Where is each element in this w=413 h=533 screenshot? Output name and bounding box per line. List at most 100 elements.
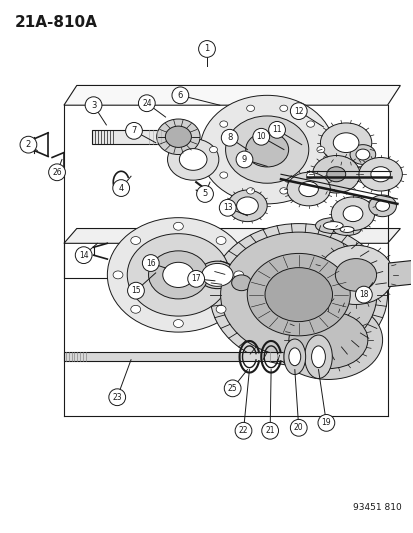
Circle shape xyxy=(317,415,334,431)
Ellipse shape xyxy=(216,237,225,245)
Circle shape xyxy=(198,41,215,58)
Ellipse shape xyxy=(173,222,183,230)
Circle shape xyxy=(235,422,251,439)
Ellipse shape xyxy=(179,149,206,171)
Ellipse shape xyxy=(318,245,392,304)
Ellipse shape xyxy=(326,167,345,182)
Ellipse shape xyxy=(246,188,254,194)
Ellipse shape xyxy=(236,197,258,215)
Ellipse shape xyxy=(288,348,300,366)
Ellipse shape xyxy=(375,200,389,211)
Text: 18: 18 xyxy=(358,290,368,299)
Ellipse shape xyxy=(279,188,287,194)
Ellipse shape xyxy=(131,237,140,245)
Circle shape xyxy=(221,130,237,146)
Ellipse shape xyxy=(231,275,251,290)
Circle shape xyxy=(290,419,306,436)
Ellipse shape xyxy=(298,182,318,197)
Ellipse shape xyxy=(167,139,218,180)
Circle shape xyxy=(171,87,188,104)
Circle shape xyxy=(219,199,235,216)
Circle shape xyxy=(112,180,129,197)
Circle shape xyxy=(188,270,204,287)
Text: 26: 26 xyxy=(52,168,62,177)
Text: 21: 21 xyxy=(265,426,274,435)
Text: 11: 11 xyxy=(272,125,281,134)
Circle shape xyxy=(138,95,155,111)
Circle shape xyxy=(109,389,125,406)
Text: 5: 5 xyxy=(202,190,207,198)
Ellipse shape xyxy=(219,172,227,178)
Ellipse shape xyxy=(358,157,401,191)
Text: 10: 10 xyxy=(256,132,266,141)
Text: 25: 25 xyxy=(227,384,237,393)
Ellipse shape xyxy=(273,301,382,379)
Ellipse shape xyxy=(264,268,332,321)
Ellipse shape xyxy=(312,156,359,193)
Circle shape xyxy=(290,103,306,119)
Circle shape xyxy=(49,164,65,181)
Text: 22: 22 xyxy=(238,426,248,435)
Ellipse shape xyxy=(209,147,217,153)
Ellipse shape xyxy=(209,223,387,366)
Ellipse shape xyxy=(368,195,396,217)
Ellipse shape xyxy=(342,206,362,222)
Text: 14: 14 xyxy=(78,251,88,260)
Circle shape xyxy=(127,282,144,299)
Ellipse shape xyxy=(148,251,208,299)
Ellipse shape xyxy=(246,105,254,111)
Ellipse shape xyxy=(306,172,314,178)
Polygon shape xyxy=(387,255,413,287)
Ellipse shape xyxy=(173,320,183,327)
Ellipse shape xyxy=(315,217,350,233)
Text: 1: 1 xyxy=(204,44,209,53)
Bar xyxy=(91,130,168,144)
Ellipse shape xyxy=(288,311,367,369)
Ellipse shape xyxy=(306,121,314,127)
Ellipse shape xyxy=(220,232,376,357)
Circle shape xyxy=(252,128,269,145)
Text: 4: 4 xyxy=(118,183,123,192)
Text: 7: 7 xyxy=(131,126,136,135)
Ellipse shape xyxy=(162,262,194,287)
Circle shape xyxy=(196,185,213,203)
Text: 17: 17 xyxy=(191,274,200,284)
Ellipse shape xyxy=(332,223,360,236)
Ellipse shape xyxy=(156,119,199,155)
Ellipse shape xyxy=(304,335,332,378)
Text: 15: 15 xyxy=(131,286,140,295)
Ellipse shape xyxy=(197,261,236,288)
Ellipse shape xyxy=(219,121,227,127)
Ellipse shape xyxy=(131,305,140,313)
Ellipse shape xyxy=(370,167,389,182)
Text: 16: 16 xyxy=(146,259,155,268)
Text: 2: 2 xyxy=(26,140,31,149)
Ellipse shape xyxy=(332,133,358,152)
Circle shape xyxy=(224,380,240,397)
Text: 93451 810: 93451 810 xyxy=(352,503,400,512)
Ellipse shape xyxy=(279,105,287,111)
Ellipse shape xyxy=(355,149,369,160)
Circle shape xyxy=(20,136,37,153)
Text: 8: 8 xyxy=(226,133,232,142)
Ellipse shape xyxy=(320,123,371,163)
Text: 19: 19 xyxy=(321,418,330,427)
Circle shape xyxy=(142,255,159,271)
Circle shape xyxy=(75,247,92,263)
Ellipse shape xyxy=(227,190,266,222)
Ellipse shape xyxy=(202,263,233,286)
Circle shape xyxy=(261,422,278,439)
Bar xyxy=(64,352,318,361)
Ellipse shape xyxy=(199,95,333,204)
Circle shape xyxy=(268,122,285,138)
Text: 21A-810A: 21A-810A xyxy=(14,15,97,30)
Text: 9: 9 xyxy=(241,155,247,164)
Ellipse shape xyxy=(283,339,305,375)
Ellipse shape xyxy=(165,126,191,148)
Ellipse shape xyxy=(225,116,308,183)
Ellipse shape xyxy=(349,144,375,164)
Ellipse shape xyxy=(127,233,229,316)
Ellipse shape xyxy=(316,147,324,153)
Circle shape xyxy=(235,151,252,168)
Circle shape xyxy=(125,123,142,139)
